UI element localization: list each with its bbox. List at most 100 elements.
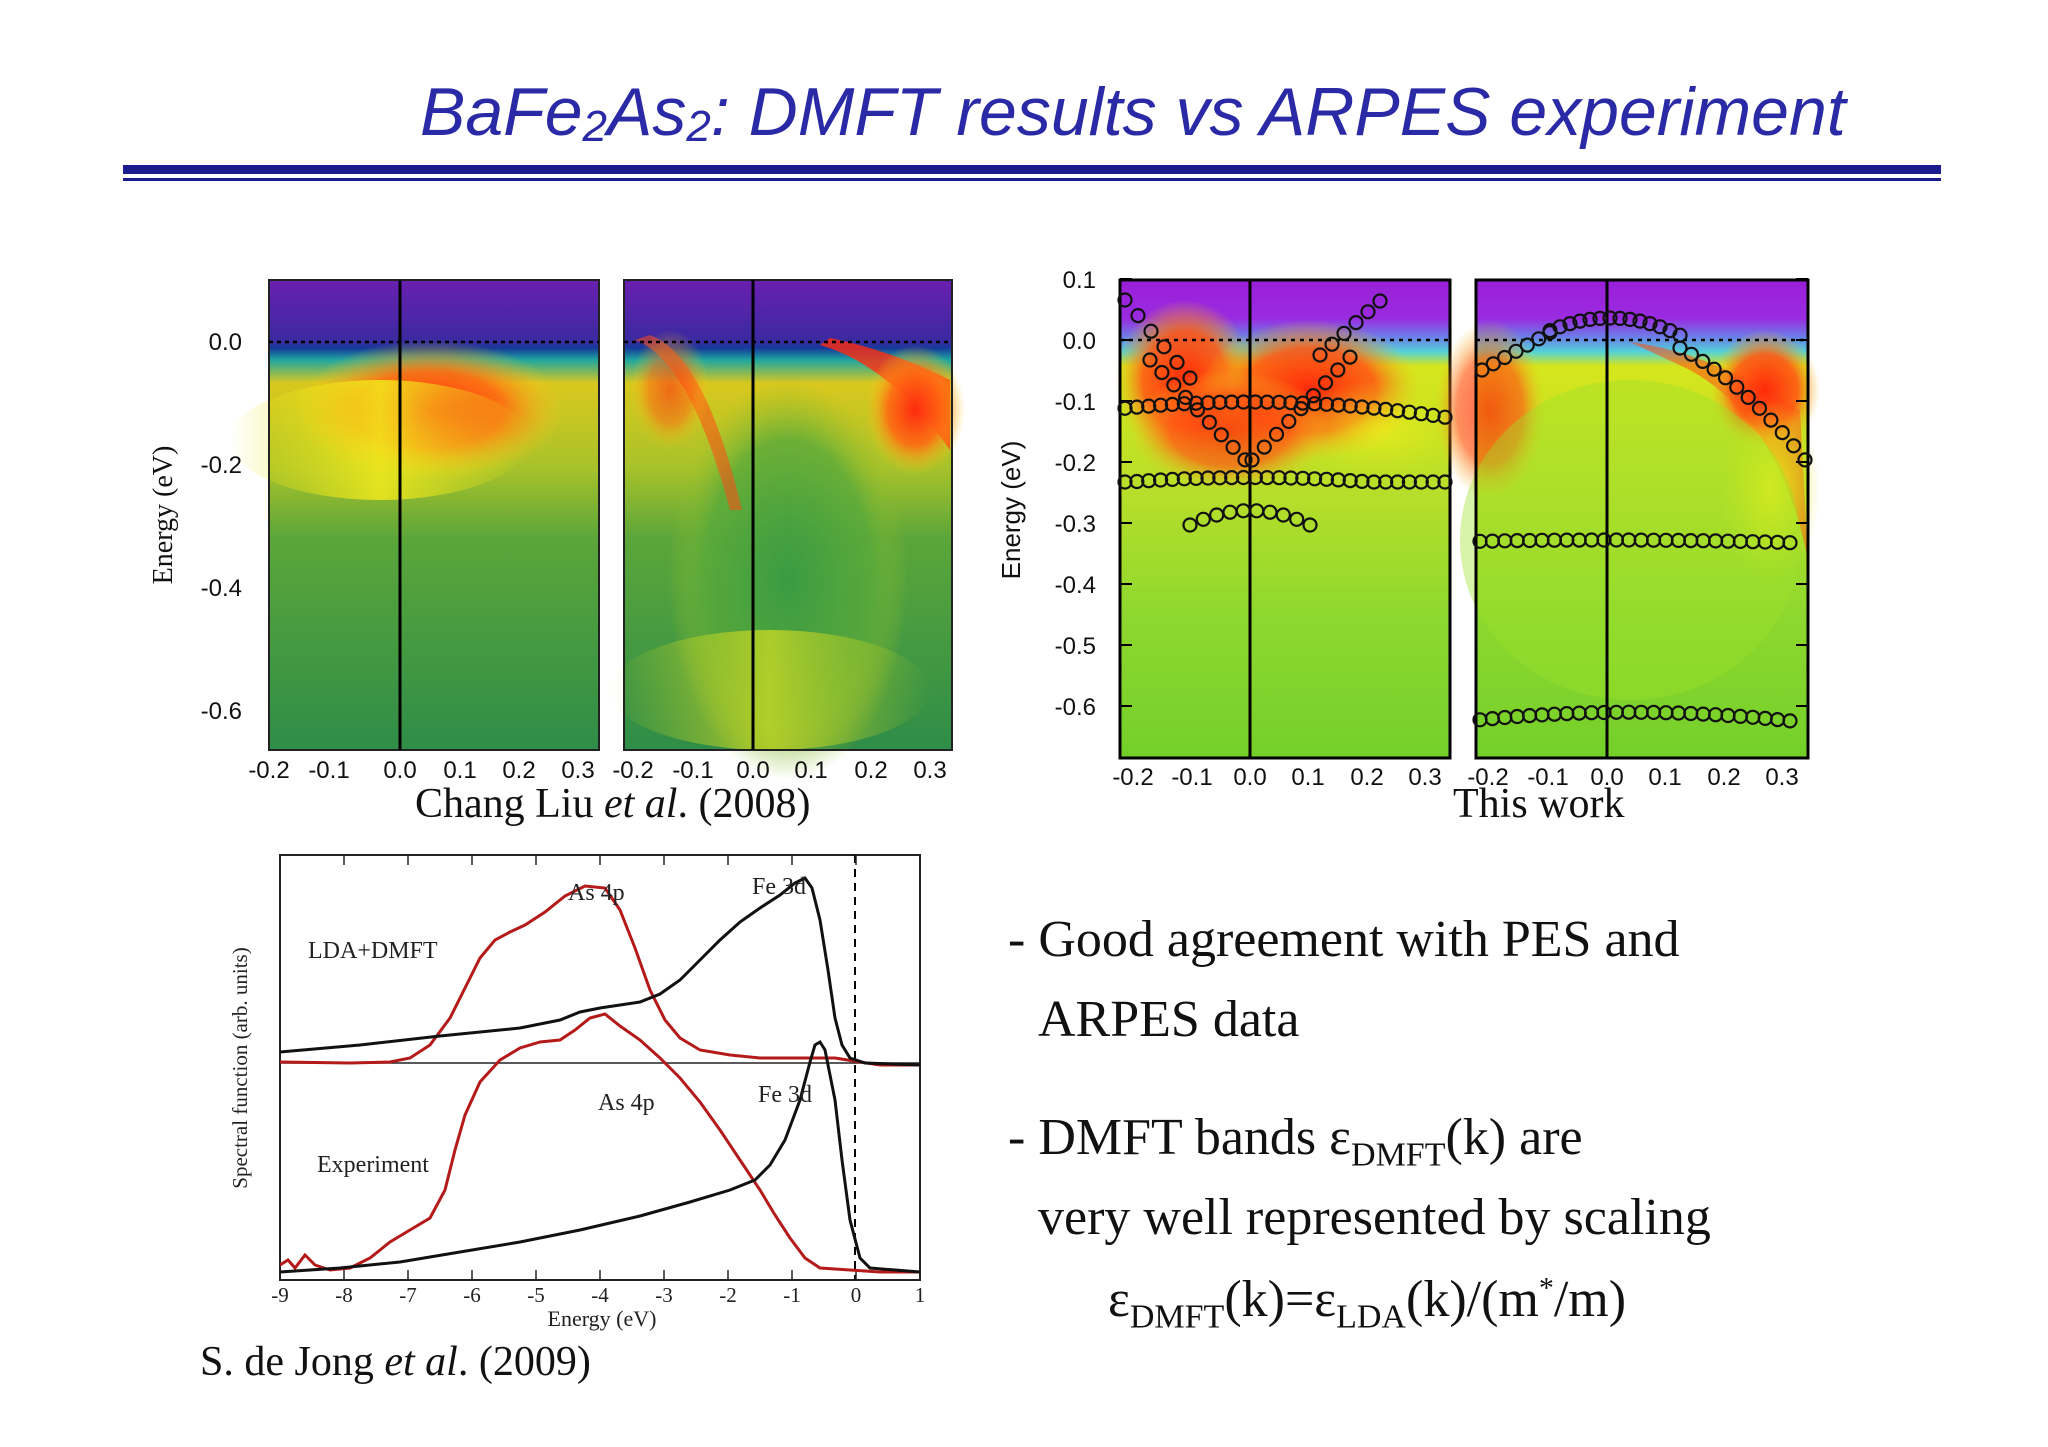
bullet-1-line-1: - Good agreement with PES and [1008,911,1680,968]
band-marker [1268,426,1285,442]
right-ytick-label: -0.4 [1055,572,1096,599]
band-marker [1318,396,1335,412]
band-marker [1508,343,1524,359]
band-marker [1390,474,1406,490]
band-marker [1683,346,1700,362]
band-marker [1706,361,1722,377]
arpes-experiment-figure: 0.0 -0.2 -0.4 -0.6 -0.2 -0.2 -0.1 -0.1 0.0 0.0 0.1… [148,279,965,784]
band-marker [1293,401,1309,417]
band-marker [1247,469,1263,486]
band-marker [1176,471,1192,487]
right-ytick-label: 0.0 [1063,328,1096,355]
exp-black-curve [279,1039,921,1274]
right-ytick-label: 0.1 [1063,267,1096,294]
right-ytick-label: -0.5 [1055,633,1096,660]
spectral-xtick-label: -6 [463,1283,481,1307]
band-marker [1154,364,1170,381]
right-xtick-label: 0.2 [1707,764,1740,791]
band-marker [1312,347,1328,363]
label-as4p-bottom: As 4p [598,1090,655,1116]
band-marker [1117,292,1133,308]
band-marker [1740,389,1756,405]
band-marker [1129,399,1145,415]
band-marker [1562,315,1578,332]
band-marker [1324,336,1340,352]
band-marker [1729,379,1745,395]
band-marker [1166,377,1182,393]
band-marker [1156,339,1172,355]
right-xtick-label: -0.2 [1467,764,1508,791]
band-marker [1244,452,1260,468]
band-marker [1622,311,1638,328]
band-marker [1235,394,1252,410]
band-marker [1372,293,1388,309]
band-marker [1237,452,1253,468]
spectral-ylabel: Spectral function (arb. units) [228,947,252,1188]
bullet-2-line-1: - DMFT bands εDMFT(k) are [1008,1109,1583,1174]
dmft-caption: This work [1453,781,1625,827]
right-xtick-label: 0.3 [1765,764,1798,791]
spectral-xtick-label: -4 [591,1283,609,1307]
band-marker [1531,331,1547,347]
band-marker [1153,397,1169,413]
right-xtick-label: 0.3 [1408,764,1441,791]
title-rule-thick [123,165,1941,174]
title-rule-thin [123,178,1941,181]
band-marker [1295,470,1311,486]
left-xtick-label: 0.1 [794,757,827,784]
band-marker [1782,713,1798,729]
band-marker [1224,470,1240,486]
band-marker [1437,409,1453,425]
band-marker [1182,517,1198,533]
spectral-xtick-label: -8 [335,1283,353,1307]
bullet-2-line-2: very well represented by scaling [1038,1189,1711,1246]
spectral-xlabel: Energy (eV) [548,1306,657,1331]
right-xtick-label: 0.2 [1350,764,1383,791]
band-marker [1542,324,1558,341]
label-fe3d-bottom: Fe 3d [758,1082,812,1108]
right-xtick-label: 0.1 [1648,764,1681,791]
band-marker [1572,313,1588,329]
left-xtick-label: -0.2 [248,757,289,784]
band-marker [1189,402,1206,418]
band-marker [1275,507,1291,523]
left-xtick-label: -0.1 [672,757,713,784]
band-marker [1317,375,1334,391]
left-xtick-label: 0.0 [383,757,416,784]
spectral-xtick-label: -1 [783,1283,801,1307]
band-marker [1271,470,1287,486]
right-ytick-label: -0.2 [1055,450,1096,477]
spectral-xtick-label: -5 [527,1283,545,1307]
left-ytick-label: -0.2 [201,452,242,479]
band-marker [1652,319,1668,335]
spectral-xtick-label: -9 [271,1283,289,1307]
band-marker [1330,362,1346,378]
band-marker [1200,395,1216,411]
band-marker [1342,398,1358,414]
band-marker [1289,511,1305,527]
spectral-xtick-label: -2 [719,1283,737,1307]
right-ylabel: Energy (eV) [996,441,1026,580]
band-marker [1797,452,1813,468]
band-marker [1342,349,1358,365]
left-ytick-label: -0.6 [201,698,242,725]
band-marker [1195,511,1211,527]
band-marker [1474,362,1490,378]
band-marker [1225,439,1241,455]
band-marker [1169,354,1185,371]
band-marker [1582,311,1598,328]
band-marker [1751,400,1768,416]
left-xtick-label: 0.1 [443,757,476,784]
bullet-1-line-2: ARPES data [1038,991,1300,1048]
band-marker [1342,473,1358,489]
band-marker [1182,370,1198,386]
band-marker [1401,474,1417,490]
band-marker [1642,315,1658,332]
band-marker [1336,325,1352,342]
label-as4p-top: As 4p [568,880,625,906]
left-xtick-label: 0.3 [561,757,594,784]
band-marker [1201,414,1217,430]
band-marker [1785,438,1802,454]
band-marker [1366,474,1382,490]
dmft-result-figure: 0.1 0.0 -0.1 -0.2 -0.3 -0.4 -0.5 -0.6 -0.2 -0.2 -0… [996,267,1820,791]
